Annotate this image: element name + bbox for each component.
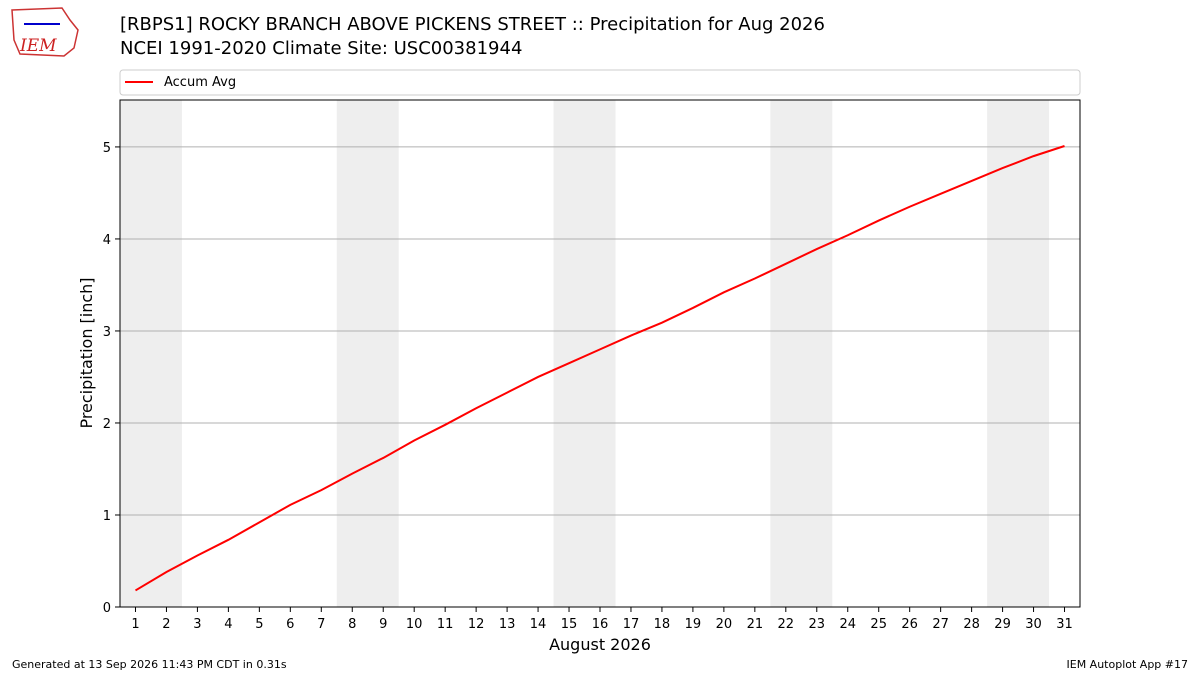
x-tick-label: 7 (317, 617, 325, 632)
x-tick-label: 13 (499, 617, 516, 632)
weekend-band (770, 100, 833, 607)
x-tick-label: 16 (592, 617, 609, 632)
x-tick-label: 20 (716, 617, 733, 632)
x-tick-label: 14 (530, 617, 547, 632)
x-tick-label: 12 (468, 617, 485, 632)
logo: IEM (11, 7, 79, 57)
x-tick-label: 5 (255, 617, 263, 632)
y-tick-label: 4 (103, 233, 111, 248)
x-tick-label: 11 (437, 617, 454, 632)
x-tick-label: 17 (623, 617, 640, 632)
footer-left: Generated at 13 Sep 2026 11:43 PM CDT in… (12, 658, 287, 671)
series-line (134, 145, 1065, 592)
x-tick-label: 19 (685, 617, 702, 632)
x-tick-label: 28 (963, 617, 980, 632)
y-tick-label: 5 (103, 141, 111, 156)
x-axis-label: August 2026 (549, 635, 651, 654)
x-tick-label: 21 (747, 617, 764, 632)
x-tick-label: 31 (1056, 617, 1073, 632)
x-tick-label: 2 (162, 617, 170, 632)
chart-title: [RBPS1] ROCKY BRANCH ABOVE PICKENS STREE… (120, 14, 825, 35)
x-tick-label: 15 (561, 617, 578, 632)
x-tick-label: 23 (809, 617, 826, 632)
y-axis-label: Precipitation [inch] (77, 277, 96, 428)
weekend-band (336, 100, 399, 607)
plot-frame (119, 99, 1081, 608)
x-tick-label: 18 (654, 617, 671, 632)
legend-box (119, 69, 1081, 96)
x-tick-label: 25 (870, 617, 887, 632)
weekend-band (553, 100, 616, 607)
x-tick-label: 30 (1025, 617, 1042, 632)
footer-right: IEM Autoplot App #17 (1067, 658, 1189, 671)
x-tick-label: 27 (932, 617, 949, 632)
weekend-band (120, 100, 182, 607)
legend-label: Accum Avg (164, 75, 236, 90)
x-tick-label: 24 (839, 617, 856, 632)
x-tick-label: 6 (286, 617, 294, 632)
x-tick-label: 9 (379, 617, 387, 632)
logo-text: IEM (19, 36, 57, 56)
logo-outline (11, 7, 79, 57)
x-tick-label: 29 (994, 617, 1011, 632)
y-tick-label: 1 (103, 509, 111, 524)
x-tick-label: 8 (348, 617, 356, 632)
x-tick-label: 1 (131, 617, 139, 632)
y-tick-label: 2 (103, 417, 111, 432)
chart-subtitle: NCEI 1991-2020 Climate Site: USC00381944 (120, 38, 522, 59)
y-tick-label: 0 (103, 601, 111, 616)
y-tick-label: 3 (103, 325, 111, 340)
x-tick-label: 3 (193, 617, 201, 632)
x-tick-label: 26 (901, 617, 918, 632)
x-tick-label: 22 (778, 617, 795, 632)
weekend-band (987, 100, 1050, 607)
x-tick-label: 4 (224, 617, 232, 632)
x-tick-label: 10 (406, 617, 423, 632)
